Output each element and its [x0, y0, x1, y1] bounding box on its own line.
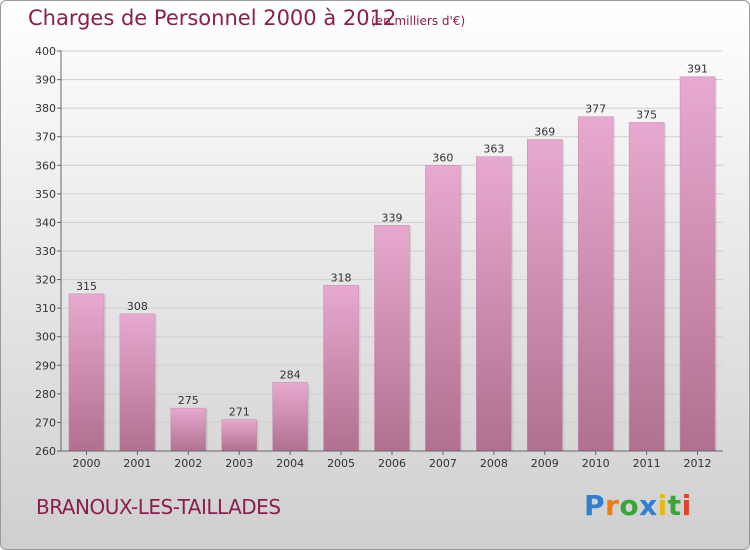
- axes: [57, 50, 723, 455]
- bar: [374, 225, 410, 452]
- labels: 260 270 280 290 300 310 320 330 340 350 360 370 380 3…: [35, 45, 712, 470]
- chart-title: Charges de Personnel 2000 à 2012: [28, 6, 397, 30]
- logo-letter: P: [584, 489, 606, 522]
- logo-letter: r: [605, 489, 620, 522]
- x-tick-label: 2004: [276, 457, 304, 470]
- bar: [323, 285, 359, 452]
- data-label: 318: [331, 271, 352, 284]
- y-tick-label: 380: [35, 102, 56, 115]
- y-tick-label: 300: [35, 331, 56, 344]
- x-tick-label: 2006: [378, 457, 406, 470]
- y-tick-label: 310: [35, 302, 56, 315]
- y-tick-label: 350: [35, 188, 56, 201]
- data-label: 363: [483, 143, 504, 156]
- y-tick-label: 360: [35, 159, 56, 172]
- logo-letter: o: [619, 489, 640, 522]
- chart-subtitle: (en milliers d'€): [371, 14, 466, 28]
- y-tick-label: 340: [35, 216, 56, 229]
- bar: [68, 293, 105, 452]
- x-tick-label: 2001: [123, 457, 151, 470]
- y-tick-label: 260: [35, 445, 56, 458]
- data-label: 375: [636, 108, 657, 121]
- data-label: 275: [178, 394, 199, 407]
- data-label: 360: [432, 151, 453, 164]
- data-label: 284: [280, 368, 301, 381]
- y-tick-label: 400: [35, 45, 56, 58]
- x-tick-label: 2008: [480, 457, 508, 470]
- bar: [577, 116, 614, 452]
- logo-letter: i: [681, 489, 692, 522]
- data-label: 377: [585, 103, 606, 116]
- data-label: 308: [127, 300, 148, 313]
- logo-letter: i: [657, 489, 668, 522]
- y-tick-label: 390: [35, 74, 56, 87]
- proxiti-logo[interactable]: Proxiti: [584, 489, 692, 522]
- y-tick-label: 320: [35, 274, 56, 287]
- x-tick-label: 2005: [327, 457, 355, 470]
- y-tick-label: 370: [35, 131, 56, 144]
- data-label: 315: [76, 280, 97, 293]
- bar: [679, 76, 716, 452]
- y-tick-label: 330: [35, 245, 56, 258]
- bar: [170, 407, 207, 452]
- data-label: 369: [534, 126, 555, 139]
- x-tick-label: 2011: [633, 457, 661, 470]
- data-label: 339: [382, 211, 403, 224]
- logo-letter: x: [639, 489, 658, 522]
- data-label: 391: [687, 63, 708, 76]
- x-tick-label: 2009: [531, 457, 559, 470]
- bar: [425, 165, 461, 452]
- x-tick-label: 2003: [225, 457, 253, 470]
- x-tick-label: 2000: [72, 457, 100, 470]
- x-tick-label: 2010: [582, 457, 610, 470]
- data-label: 271: [229, 406, 250, 419]
- logo-letter: t: [667, 489, 682, 522]
- x-tick-label: 2002: [174, 457, 202, 470]
- bar: [119, 313, 156, 452]
- bar: [628, 122, 665, 452]
- bars: [68, 76, 718, 452]
- y-tick-label: 280: [35, 388, 56, 401]
- commune-name: BRANOUX-LES-TAILLADES: [36, 495, 281, 519]
- y-tick-label: 290: [35, 359, 56, 372]
- bar: [527, 139, 563, 452]
- bar: [272, 382, 308, 452]
- y-tick-label: 270: [35, 416, 56, 429]
- bar: [476, 156, 512, 452]
- x-tick-label: 2012: [684, 457, 712, 470]
- bar: [221, 419, 257, 452]
- x-tick-label: 2007: [429, 457, 457, 470]
